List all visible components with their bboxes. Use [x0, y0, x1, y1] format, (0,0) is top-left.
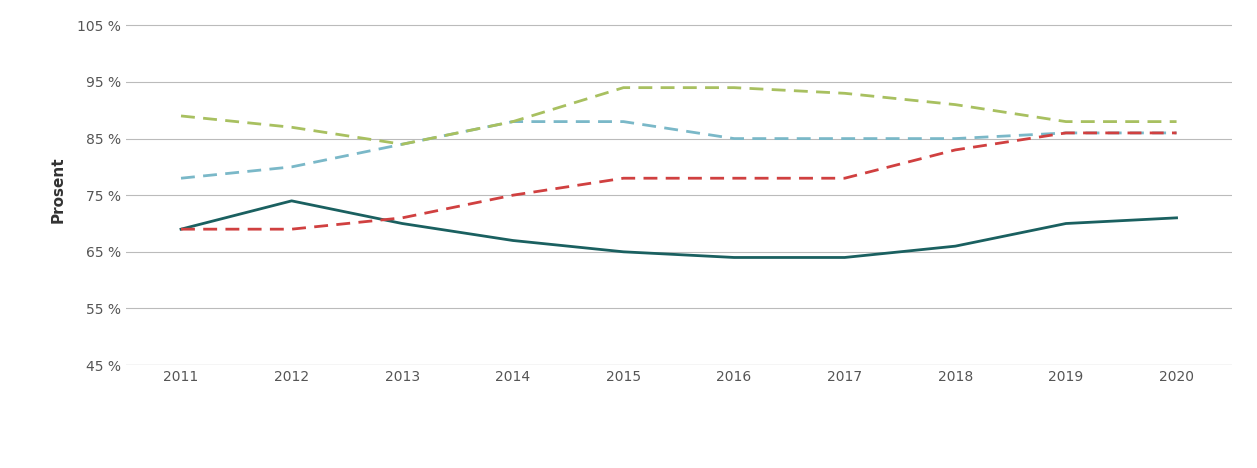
- Y-axis label: Prosent: Prosent: [50, 156, 65, 223]
